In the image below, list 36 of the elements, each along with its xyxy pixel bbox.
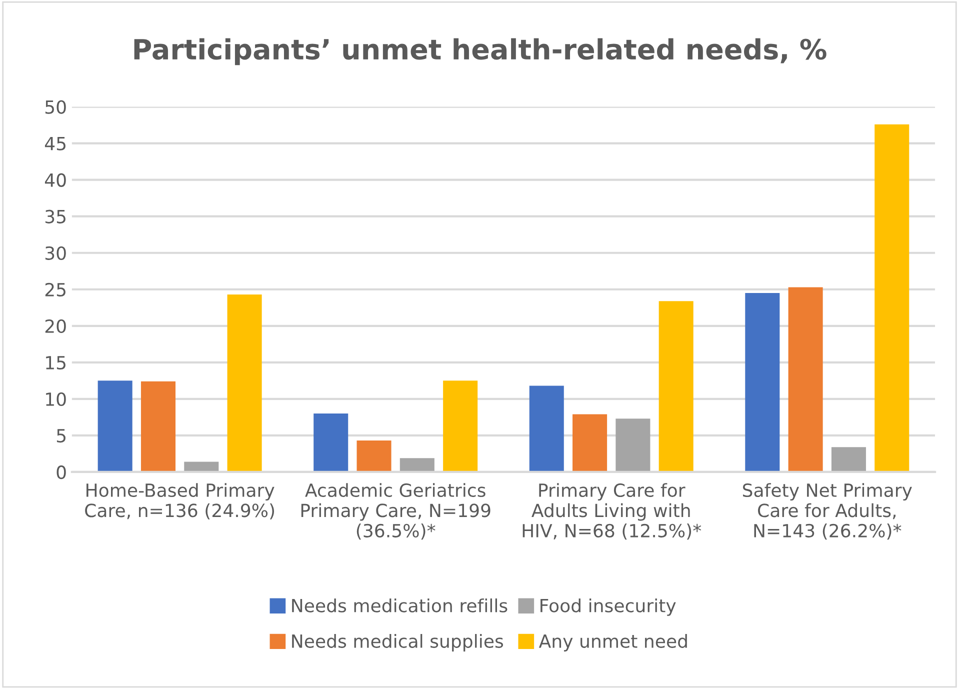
bar	[140, 381, 176, 472]
bar	[831, 447, 866, 472]
y-tick-label: 15	[46, 356, 66, 370]
legend-label: Needs medical supplies	[292, 634, 504, 652]
bar	[356, 440, 392, 472]
bar	[874, 124, 910, 472]
chart-title: Participants’ unmet health-related needs, %	[134, 38, 826, 66]
x-tick-label: Primary Care for Adults Living with HIV, N=68 (12.5%)*	[522, 483, 702, 540]
y-tick-label: 20	[45, 319, 66, 334]
bar	[658, 301, 694, 472]
y-tick-label: 30	[45, 246, 66, 260]
legend-label: Food insecurity	[540, 598, 676, 616]
y-tick-label: 10	[46, 392, 66, 406]
bar	[400, 458, 434, 472]
bar	[227, 294, 262, 472]
bar	[98, 380, 132, 472]
x-tick-label: Safety Net Primary Care for Adults, N=143 (26.2%)*	[742, 483, 912, 540]
x-tick-label: Academic Geriatrics Primary Care, N=199 (36.5%)*	[301, 483, 490, 540]
y-tick-label: 25	[45, 282, 66, 296]
y-tick-label: 0	[56, 465, 66, 480]
y-tick-label: 50	[45, 100, 66, 114]
y-tick-label: 40	[44, 173, 66, 187]
y-tick-label: 5	[56, 429, 66, 443]
bar	[529, 386, 564, 472]
bar	[745, 293, 780, 472]
y-tick-label: 45	[44, 137, 66, 150]
y-tick-label: 35	[45, 210, 66, 224]
bar	[572, 414, 608, 472]
bar	[788, 287, 823, 472]
bar	[184, 462, 219, 472]
legend-label: Needs medication refills	[292, 598, 508, 612]
bar	[616, 418, 650, 472]
bar	[314, 414, 348, 472]
legend-label: Any unmet need	[538, 634, 687, 652]
x-tick-label: Home-Based Primary Care, n=136 (24.9%)	[85, 483, 274, 520]
bar	[443, 380, 478, 472]
